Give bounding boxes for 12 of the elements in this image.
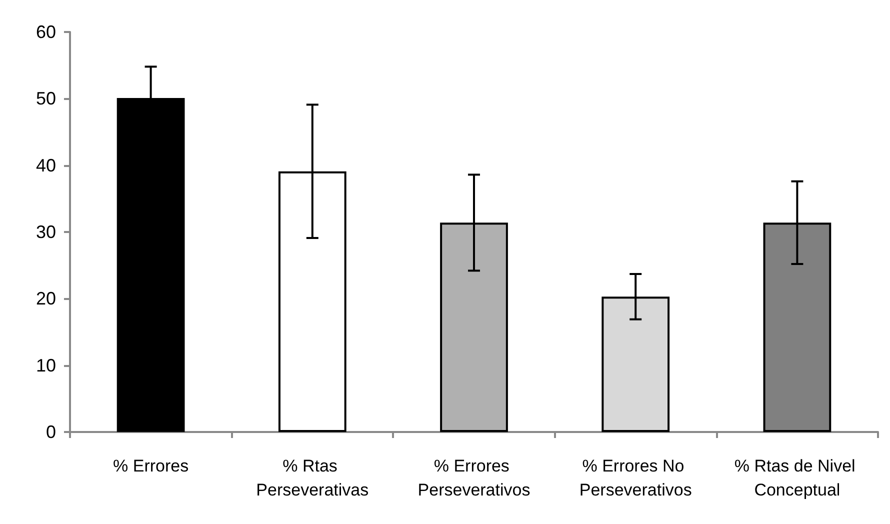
x-tick-label: % Errores bbox=[113, 456, 189, 476]
y-tick-label: 10 bbox=[36, 355, 56, 376]
y-tick-label: 50 bbox=[36, 88, 56, 109]
y-tick-label: 30 bbox=[36, 222, 56, 242]
x-tick-label: % Errores Perseverativos bbox=[418, 456, 530, 500]
x-tick-label: % Errores No Perseverativos bbox=[579, 456, 692, 500]
y-tick-label: 40 bbox=[36, 155, 56, 176]
y-tick-label: 60 bbox=[36, 22, 56, 42]
x-tick-label: % Rtas Perseverativas bbox=[256, 456, 369, 500]
y-tick-label: 20 bbox=[36, 288, 56, 309]
x-tick-label: % Rtas de Nivel Conceptual bbox=[734, 456, 860, 500]
y-tick-label: 0 bbox=[46, 422, 56, 442]
